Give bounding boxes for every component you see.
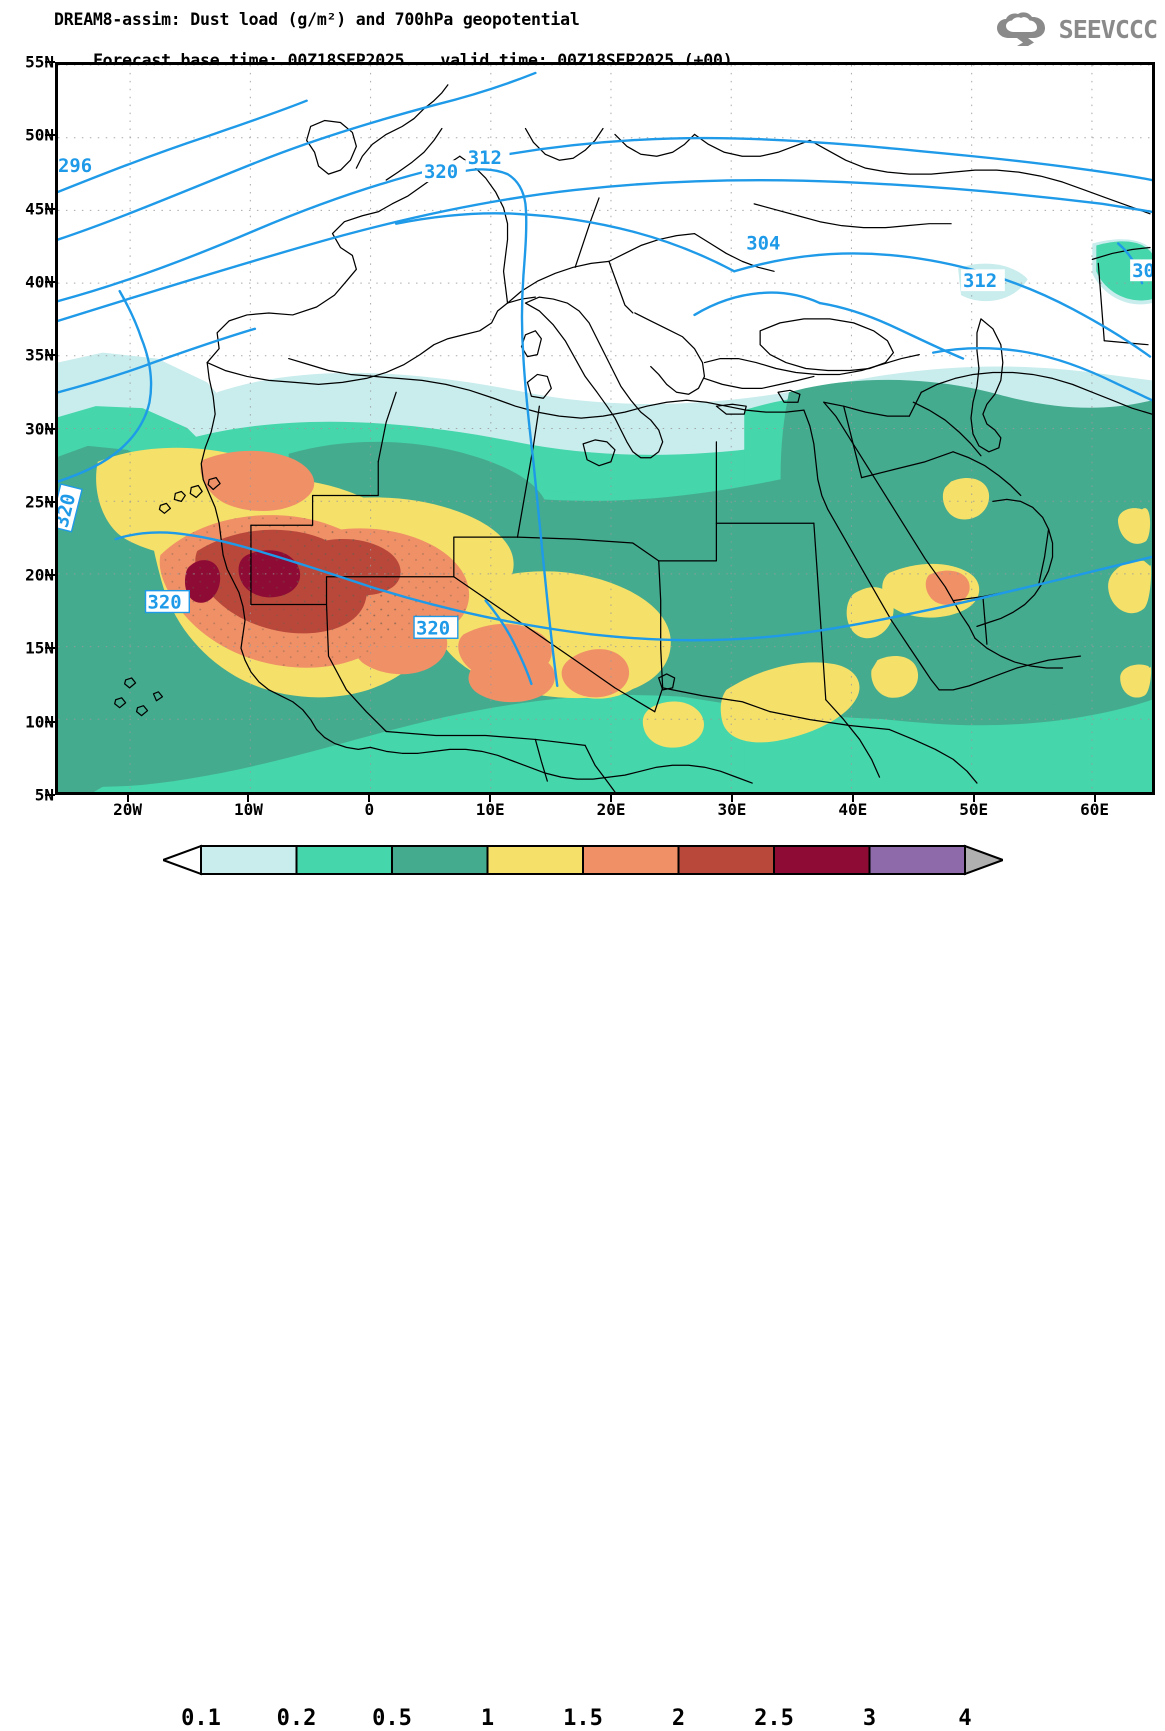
- colorbar-swatches: [163, 844, 1003, 876]
- lat-tick-label: 5N: [34, 785, 54, 805]
- lon-tick-label: 0: [364, 800, 375, 819]
- colorbar-tick-label: 3: [862, 1706, 877, 1731]
- contour-label-320-atlantic: 320: [58, 483, 83, 533]
- colorbar-cell: [582, 845, 680, 875]
- lon-tick-label: 20W: [113, 800, 142, 819]
- lat-tick-mark: [45, 500, 55, 503]
- colorbar: 0.1 0.2 0.5 1 1.5 2 2.5 3 4: [0, 838, 1165, 1731]
- lon-tick-mark: [730, 793, 733, 802]
- chart-header: DREAM8-assim: Dust load (g/m²) and 700hP…: [0, 0, 1165, 70]
- colorbar-cell: [868, 845, 966, 875]
- lat-tick-label: 50N: [25, 125, 54, 145]
- lon-tick-label: 60E: [1080, 800, 1109, 819]
- contour-label-320-niger: 320: [413, 615, 459, 639]
- colorbar-cells: [163, 844, 1003, 876]
- lon-tick-label: 10E: [475, 800, 505, 819]
- lat-tick-mark: [45, 354, 55, 357]
- lat-tick-label: 40N: [25, 272, 54, 292]
- colorbar-tick-label: 2.5: [754, 1706, 794, 1731]
- lat-tick-label: 20N: [25, 565, 54, 585]
- colorbar-cell: [677, 845, 775, 875]
- dust-stipple-overlay: [159, 515, 470, 668]
- colorbar-arrow-low: [163, 844, 202, 876]
- svg-text:30: 30: [1132, 260, 1152, 282]
- lat-tick-mark: [45, 794, 55, 796]
- lat-tick-label: 25N: [25, 492, 54, 512]
- lon-tick-label: 30E: [717, 800, 747, 819]
- svg-text:312: 312: [963, 270, 997, 292]
- geopotential-contours: [58, 71, 1152, 688]
- contour-label-320-senegal: 320: [144, 589, 190, 614]
- contour-label-30-right-edge: 30: [1130, 259, 1152, 282]
- colorbar-tick-label: 2: [671, 1706, 686, 1731]
- lon-tick-mark: [1093, 793, 1096, 802]
- colorbar-tick-label: 0.5: [372, 1706, 412, 1731]
- lon-tick-mark: [368, 793, 371, 802]
- svg-text:320: 320: [424, 161, 458, 183]
- lat-tick-mark: [45, 720, 55, 723]
- contour-label-312-caspian: 312: [961, 269, 1005, 292]
- lon-tick-mark: [851, 793, 854, 802]
- colorbar-tick-label: 4: [958, 1706, 972, 1731]
- lat-tick-label: 30N: [25, 419, 54, 438]
- svg-text:304: 304: [746, 233, 780, 255]
- coastlines-and-borders: [114, 84, 1152, 792]
- lat-tick-mark: [45, 647, 55, 650]
- seevccc-logo: SEEVCCC: [995, 8, 1158, 50]
- lon-tick-mark: [972, 793, 975, 802]
- svg-text:312: 312: [468, 147, 502, 169]
- colorbar-cell: [773, 845, 871, 875]
- colorbar-tick-label: 1.5: [563, 1706, 603, 1731]
- colorbar-cell: [391, 845, 489, 875]
- colorbar-cell: [295, 845, 393, 875]
- lat-tick-mark: [45, 61, 55, 63]
- page-title: DREAM8-assim: Dust load (g/m²) and 700hP…: [54, 10, 580, 29]
- lat-tick-label: 45N: [25, 199, 54, 219]
- svg-text:296: 296: [58, 155, 92, 177]
- contour-label-312-netherlands: 312: [465, 146, 510, 169]
- colorbar-cell: [486, 845, 584, 875]
- lon-tick-label: 50E: [959, 800, 989, 819]
- lon-tick-mark: [610, 793, 613, 802]
- lat-tick-label: 10N: [25, 712, 54, 732]
- lon-tick-mark: [126, 793, 129, 802]
- colorbar-tick-label: 0.1: [181, 1706, 221, 1731]
- lon-tick-mark: [489, 793, 492, 802]
- cloud-icon: [996, 12, 1045, 46]
- colorbar-tick-label: 1: [480, 1706, 495, 1731]
- dust-contour-fills: [58, 65, 1152, 792]
- contour-labels: 296 320 312 304 312 30: [58, 146, 1152, 639]
- colorbar-tick-label: 0.2: [276, 1706, 317, 1731]
- lon-tick-mark: [247, 793, 250, 802]
- svg-text:320: 320: [148, 592, 182, 614]
- lat-tick-label: 35N: [25, 345, 54, 365]
- lat-tick-mark: [45, 207, 55, 210]
- map-plot-area: 296 320 312 304 312 30: [55, 62, 1155, 795]
- lon-tick-label: 40E: [838, 800, 868, 819]
- lat-tick-mark: [45, 134, 55, 137]
- logo-text: SEEVCCC: [1058, 14, 1158, 44]
- contour-label-304: 304: [744, 231, 788, 255]
- colorbar-arrow-high: [964, 844, 1003, 876]
- lon-tick-label: 10W: [233, 800, 263, 819]
- lat-tick-label: 55N: [25, 52, 54, 72]
- contour-label-320-europe: 320: [422, 160, 466, 183]
- lon-tick-label: 20E: [596, 800, 626, 819]
- lat-tick-mark: [45, 574, 55, 577]
- lat-tick-label: 15N: [25, 638, 54, 658]
- lat-tick-mark: [45, 427, 55, 430]
- svg-text:320: 320: [416, 617, 450, 639]
- contour-label-296: 296: [58, 154, 92, 177]
- dust-load-map: 296 320 312 304 312 30: [58, 65, 1152, 792]
- lat-tick-mark: [45, 280, 55, 283]
- colorbar-cell: [200, 845, 298, 875]
